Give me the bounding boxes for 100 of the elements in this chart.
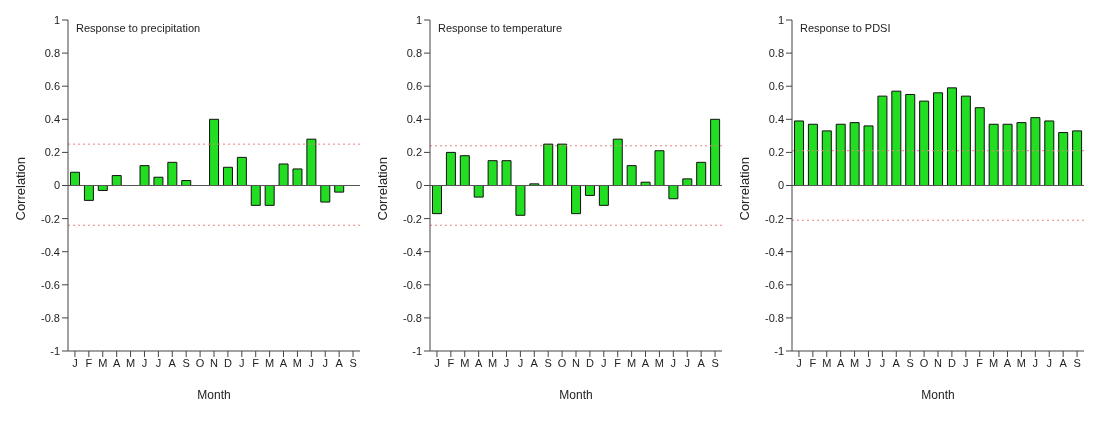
y-tick-label: -0.8 [41, 311, 60, 324]
x-tick-label: A [641, 356, 650, 369]
x-tick-label: M [98, 356, 108, 369]
bar [1072, 130, 1083, 186]
x-tick-label: J [963, 356, 969, 369]
x-tick-label: A [1059, 356, 1068, 369]
bar [835, 123, 846, 186]
x-tick-label: F [252, 356, 260, 369]
y-tick-label: -0.2 [765, 212, 784, 225]
bar [807, 123, 818, 186]
chart-title: Response to temperature [438, 22, 563, 34]
x-tick-label: A [697, 356, 706, 369]
bar [1002, 123, 1013, 186]
x-tick-label: N [572, 356, 581, 369]
chart-title: Response to precipitation [76, 22, 201, 34]
x-tick-label: J [796, 356, 802, 369]
x-tick-label: D [947, 356, 956, 369]
bar [445, 151, 456, 186]
x-axis-title: Month [197, 388, 231, 402]
bar [292, 168, 303, 186]
x-tick-label: O [557, 356, 567, 369]
bar [654, 150, 665, 186]
bar [710, 118, 721, 186]
bar [209, 118, 220, 186]
bar [515, 185, 526, 216]
bar [598, 185, 609, 206]
x-tick-label: J [239, 356, 245, 369]
x-tick-label: M [849, 356, 860, 369]
x-tick-label: M [822, 356, 832, 369]
x-tick-label: A [892, 356, 901, 369]
bar [1030, 117, 1041, 186]
y-tick-label: 0 [53, 179, 60, 192]
x-tick-label: S [711, 356, 719, 369]
x-tick-label: M [627, 356, 637, 369]
x-tick-label: N [934, 356, 943, 369]
x-tick-label: A [112, 356, 121, 369]
y-tick-label: 0.4 [44, 113, 60, 126]
bar [139, 165, 150, 186]
bar [264, 185, 275, 206]
y-tick-label: 0.2 [768, 146, 784, 159]
x-tick-label: J [684, 356, 690, 369]
bar [946, 87, 957, 186]
y-axis-title: Correlation [12, 156, 28, 221]
y-tick-label: 1 [53, 13, 60, 26]
y-tick-label: -1 [774, 344, 784, 357]
y-tick-label: 0 [415, 179, 422, 192]
bar [278, 163, 289, 186]
x-tick-label: A [335, 356, 344, 369]
bar [473, 185, 484, 198]
bar [557, 143, 568, 186]
x-tick-label: S [182, 356, 190, 369]
x-tick-label: M [654, 356, 665, 369]
y-tick-label: -0.6 [765, 278, 784, 291]
x-tick-label: O [195, 356, 205, 369]
x-tick-label: D [585, 356, 594, 369]
bar [696, 161, 707, 186]
bar [306, 138, 317, 186]
x-tick-label: F [976, 356, 984, 369]
x-tick-label: D [223, 356, 232, 369]
bar [1058, 132, 1069, 186]
bar [905, 93, 916, 186]
y-tick-label: 0.4 [768, 113, 784, 126]
x-tick-label: J [322, 356, 328, 369]
bar [612, 138, 623, 186]
y-tick-label: -0.4 [403, 245, 422, 258]
x-axis-title: Month [559, 388, 593, 402]
bar [919, 100, 930, 186]
bar [543, 143, 554, 186]
x-tick-label: M [487, 356, 498, 369]
y-tick-label: 0.8 [406, 47, 422, 59]
chart-title: Response to PDSI [800, 22, 891, 34]
x-tick-label: S [1073, 356, 1081, 369]
x-tick-label: J [141, 356, 148, 369]
bar [571, 185, 582, 215]
bar [459, 155, 470, 186]
x-tick-label: J [517, 356, 524, 369]
bar [432, 185, 442, 215]
x-tick-label: F [447, 356, 455, 369]
y-tick-label: 1 [777, 13, 784, 26]
bar [1044, 120, 1055, 186]
x-tick-label: J [865, 356, 872, 369]
x-tick-label: A [474, 356, 483, 369]
x-tick-label: F [809, 356, 817, 369]
x-tick-label: M [460, 356, 470, 369]
x-tick-label: J [308, 356, 315, 369]
x-tick-label: N [210, 356, 219, 369]
x-axis-title: Month [921, 388, 955, 402]
bar [70, 171, 80, 186]
x-tick-label: A [168, 356, 177, 369]
y-axis-title: Correlation [736, 156, 752, 221]
x-tick-label: S [906, 356, 914, 369]
y-tick-label: -0.4 [41, 245, 60, 258]
bar [933, 92, 944, 186]
bar [1016, 122, 1027, 186]
y-tick-label: -1 [412, 344, 422, 357]
bar [988, 123, 999, 186]
x-tick-label: M [292, 356, 303, 369]
y-tick-label: 1 [415, 13, 422, 26]
bar [794, 120, 804, 186]
x-tick-label: A [279, 356, 288, 369]
